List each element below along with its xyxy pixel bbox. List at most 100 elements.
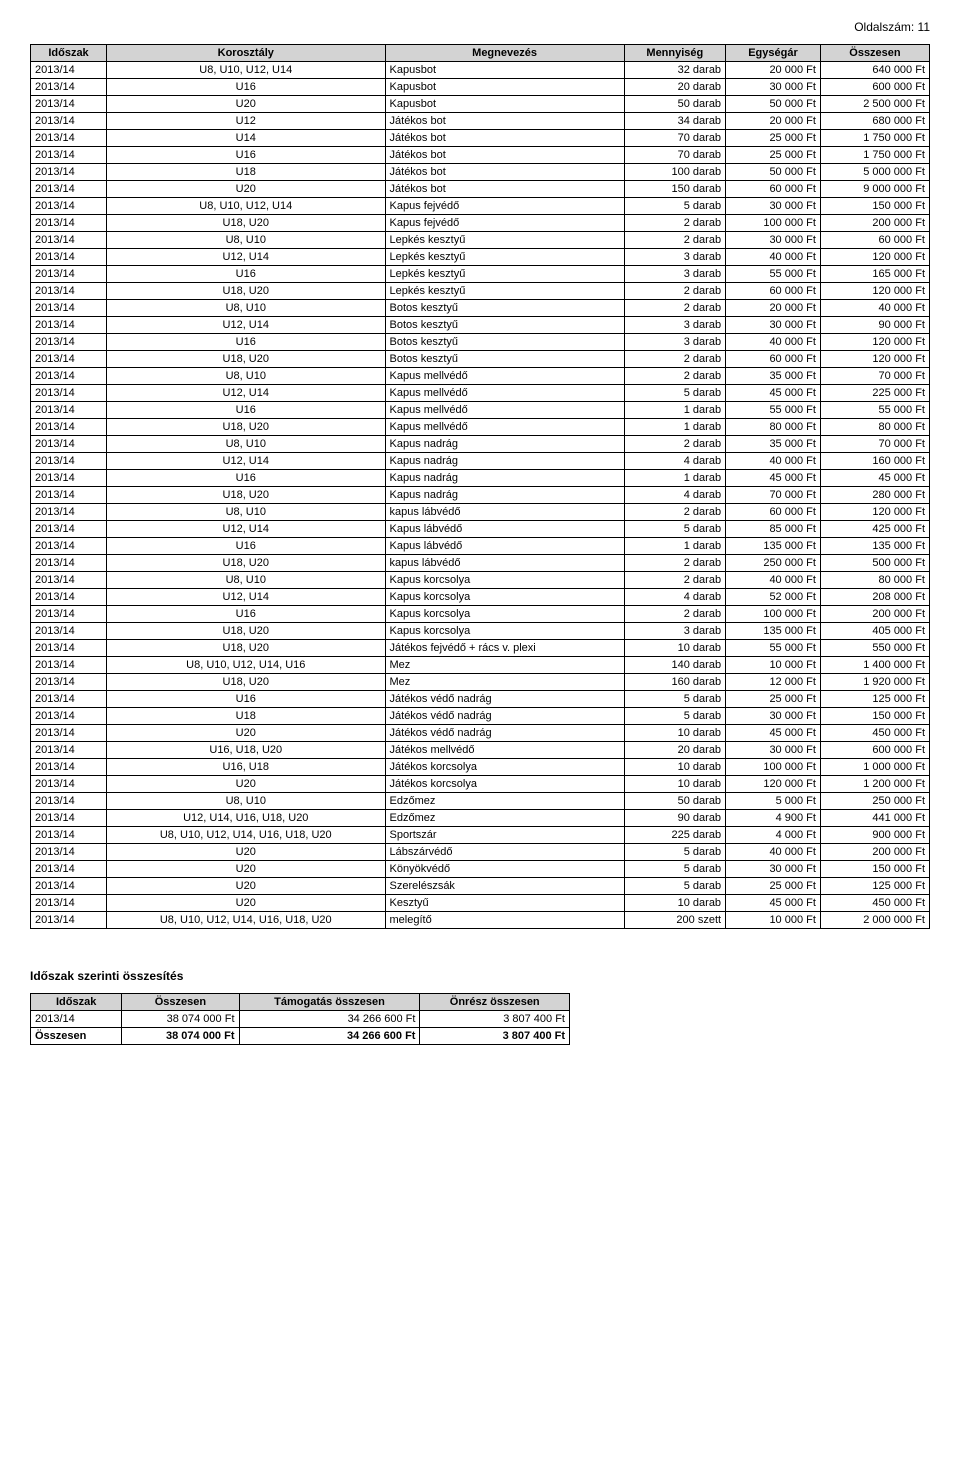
table-cell: 2 darab [624, 436, 725, 453]
table-cell: 2013/14 [31, 96, 107, 113]
table-cell: 2013/14 [31, 402, 107, 419]
table-cell: 4 darab [624, 487, 725, 504]
table-cell: 500 000 Ft [820, 555, 929, 572]
table-row: 2013/14U8, U10Lepkés kesztyű2 darab30 00… [31, 232, 930, 249]
table-cell: 450 000 Ft [820, 895, 929, 912]
table-cell: U20 [107, 878, 386, 895]
table-cell: 2013/14 [31, 742, 107, 759]
main-table-header: Időszak [31, 45, 107, 62]
table-cell: Kapus mellvédő [385, 419, 624, 436]
table-cell: 70 000 Ft [820, 436, 929, 453]
table-cell: 20 000 Ft [726, 113, 821, 130]
table-cell: 25 000 Ft [726, 130, 821, 147]
main-table-header: Összesen [820, 45, 929, 62]
table-row: 2013/14U18Játékos bot100 darab50 000 Ft5… [31, 164, 930, 181]
table-cell: U16 [107, 538, 386, 555]
table-row: 2013/14U18, U20kapus lábvédő2 darab250 0… [31, 555, 930, 572]
table-cell: 20 000 Ft [726, 300, 821, 317]
table-cell: 3 darab [624, 334, 725, 351]
table-row: 2013/14U12Játékos bot34 darab20 000 Ft68… [31, 113, 930, 130]
table-cell: Játékos bot [385, 113, 624, 130]
table-cell: Kapus mellvédő [385, 402, 624, 419]
table-cell: 2013/14 [31, 776, 107, 793]
table-cell: 90 000 Ft [820, 317, 929, 334]
table-cell: Játékos mellvédő [385, 742, 624, 759]
table-cell: U16 [107, 691, 386, 708]
table-cell: 2013/14 [31, 844, 107, 861]
table-cell: U12, U14 [107, 249, 386, 266]
table-cell: 1 200 000 Ft [820, 776, 929, 793]
table-cell: 100 000 Ft [726, 215, 821, 232]
table-cell: 280 000 Ft [820, 487, 929, 504]
table-cell: U18, U20 [107, 215, 386, 232]
table-cell: 50 darab [624, 793, 725, 810]
table-cell: 45 000 Ft [726, 470, 821, 487]
table-row: 2013/14U12, U14, U16, U18, U20Edzőmez90 … [31, 810, 930, 827]
table-cell: 10 darab [624, 776, 725, 793]
table-cell: 60 000 Ft [726, 351, 821, 368]
table-row: 2013/14U18Játékos védő nadrág5 darab30 0… [31, 708, 930, 725]
table-cell: U12, U14 [107, 521, 386, 538]
table-cell: 55 000 Ft [726, 640, 821, 657]
table-cell: U16, U18 [107, 759, 386, 776]
table-cell: 2013/14 [31, 861, 107, 878]
table-cell: U16 [107, 79, 386, 96]
table-cell: 55 000 Ft [726, 266, 821, 283]
table-cell: Kapus nadrág [385, 487, 624, 504]
table-cell: Edzőmez [385, 793, 624, 810]
table-cell: U12, U14 [107, 589, 386, 606]
table-cell: 30 000 Ft [726, 708, 821, 725]
table-cell: 2013/14 [31, 606, 107, 623]
table-cell: 70 000 Ft [726, 487, 821, 504]
table-row: 2013/14U20Szerelészsák5 darab25 000 Ft12… [31, 878, 930, 895]
table-cell: U8, U10 [107, 504, 386, 521]
table-cell: Játékos bot [385, 147, 624, 164]
table-cell: 30 000 Ft [726, 317, 821, 334]
table-cell: U16 [107, 606, 386, 623]
table-cell: Játékos bot [385, 181, 624, 198]
table-row: 2013/14U8, U10Edzőmez50 darab5 000 Ft250… [31, 793, 930, 810]
table-cell: U16, U18, U20 [107, 742, 386, 759]
table-cell: 680 000 Ft [820, 113, 929, 130]
table-cell: 1 400 000 Ft [820, 657, 929, 674]
main-table: IdőszakKorosztályMegnevezésMennyiségEgys… [30, 44, 930, 929]
table-row: 2013/14U18, U20Kapus nadrág4 darab70 000… [31, 487, 930, 504]
table-cell: Kapus fejvédő [385, 198, 624, 215]
table-cell: Játékos védő nadrág [385, 691, 624, 708]
table-cell: 10 darab [624, 759, 725, 776]
table-cell: 80 000 Ft [726, 419, 821, 436]
table-cell: U18, U20 [107, 351, 386, 368]
table-cell: 2013/14 [31, 300, 107, 317]
table-cell: Lepkés kesztyű [385, 232, 624, 249]
table-cell: 30 000 Ft [726, 198, 821, 215]
table-row: 2013/14U16Játékos védő nadrág5 darab25 0… [31, 691, 930, 708]
table-row: 2013/14U20Könyökvédő5 darab30 000 Ft150 … [31, 861, 930, 878]
main-table-header: Mennyiség [624, 45, 725, 62]
table-cell: 2013/14 [31, 79, 107, 96]
table-cell: Játékos védő nadrág [385, 708, 624, 725]
table-cell: 2013/14 [31, 198, 107, 215]
table-cell: Mez [385, 657, 624, 674]
table-cell: 2 darab [624, 368, 725, 385]
table-cell: 405 000 Ft [820, 623, 929, 640]
table-cell: 2013/14 [31, 232, 107, 249]
table-row: 2013/1438 074 000 Ft34 266 600 Ft3 807 4… [31, 1011, 570, 1028]
table-cell: Kapus fejvédő [385, 215, 624, 232]
table-cell: Kapusbot [385, 96, 624, 113]
table-row: 2013/14U8, U10, U12, U14, U16, U18, U20m… [31, 912, 930, 929]
table-cell: Botos kesztyű [385, 317, 624, 334]
table-cell: 140 darab [624, 657, 725, 674]
table-row: 2013/14U20Játékos bot150 darab60 000 Ft9… [31, 181, 930, 198]
table-cell: 10 000 Ft [726, 657, 821, 674]
table-row: 2013/14U12, U14Kapus mellvédő5 darab45 0… [31, 385, 930, 402]
table-cell: 2013/14 [31, 538, 107, 555]
table-cell: 2013/14 [31, 521, 107, 538]
table-cell: 2 darab [624, 555, 725, 572]
table-row: 2013/14U18, U20Játékos fejvédő + rács v.… [31, 640, 930, 657]
table-cell: U18, U20 [107, 674, 386, 691]
table-cell: 45 000 Ft [726, 895, 821, 912]
table-cell: 125 000 Ft [820, 691, 929, 708]
table-cell: 35 000 Ft [726, 368, 821, 385]
table-cell: U8, U10 [107, 368, 386, 385]
table-cell: 150 darab [624, 181, 725, 198]
